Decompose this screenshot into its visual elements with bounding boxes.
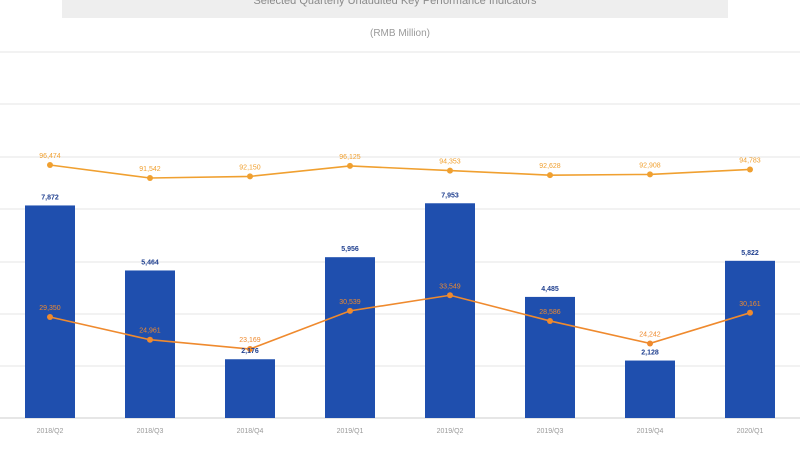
bar-2020/Q1 [725,260,775,418]
bar-label-7: 5,822 [741,250,759,257]
bar-label-0: 7,872 [41,194,59,201]
point-label-0-1: 91,542 [139,166,161,173]
line-series [47,162,753,352]
point-1-1 [147,336,153,343]
x-tick-3: 2019/Q1 [337,428,364,435]
bar-label-3: 5,956 [341,246,359,253]
point-label-0-6: 92,908 [639,162,661,169]
gridlines [0,51,800,419]
point-0-0 [47,162,53,168]
point-label-1-5: 28,586 [539,309,561,316]
bar-2019/Q4 [625,360,675,418]
x-tick-6: 2019/Q4 [637,428,664,435]
point-1-7 [747,309,753,316]
point-label-0-4: 94,353 [439,159,461,166]
x-tick-0: 2018/Q2 [37,428,64,435]
x-tick-5: 2019/Q3 [537,428,564,435]
point-label-0-7: 94,783 [739,157,761,164]
point-label-1-2: 23,169 [239,337,261,344]
bar-2018/Q2 [25,205,75,418]
point-label-0-2: 92,150 [239,164,261,171]
point-label-1-1: 24,961 [139,328,161,335]
bar-2018/Q4 [225,359,275,418]
x-tick-7: 2020/Q1 [737,428,764,435]
point-1-2 [247,346,253,352]
point-0-3 [347,162,353,169]
point-0-6 [647,171,653,178]
data-labels: 7,872 5,464 2,176 5,956 7,953 4,485 2,128 5,822… [39,153,761,357]
point-1-4 [447,292,453,299]
point-label-1-3: 30,539 [339,299,361,306]
line-0 [49,164,751,179]
bar-series [25,203,775,418]
point-label-1-6: 24,242 [639,331,661,338]
point-label-0-0: 96,474 [39,153,61,160]
line-1 [49,294,751,350]
bar-2019/Q1 [325,257,375,418]
point-label-0-5: 92,628 [539,163,561,170]
point-0-7 [747,166,753,173]
point-0-2 [247,173,253,180]
bar-2018/Q3 [125,270,175,418]
point-label-0-3: 96,125 [339,154,361,161]
x-tick-2: 2018/Q4 [237,428,264,435]
point-1-0 [47,314,53,320]
point-0-4 [447,167,453,174]
bar-label-2: 2,176 [241,348,259,355]
bar-2019/Q2 [425,203,475,418]
point-0-1 [147,175,153,181]
point-1-5 [547,317,553,324]
point-label-1-7: 30,161 [739,301,761,308]
point-0-5 [547,172,553,179]
bar-label-5: 4,485 [541,286,559,293]
point-label-1-4: 33,549 [439,283,461,290]
chart-subtitle: (RMB Million) [370,28,430,39]
point-label-1-0: 29,350 [39,305,61,312]
bar-label-4: 7,953 [441,192,459,199]
x-tick-4: 2019/Q2 [437,428,464,435]
point-1-6 [647,340,653,347]
point-1-3 [347,307,353,314]
bar-label-6: 2,128 [641,350,659,357]
bar-label-1: 5,464 [141,259,159,266]
x-tick-1: 2018/Q3 [137,428,164,435]
x-axis-ticks: 2018/Q2 2018/Q3 2018/Q4 2019/Q1 2019/Q2 2019/… [37,428,764,435]
chart-title: Selected Quarterly Unaudited Key Perform… [62,0,728,18]
